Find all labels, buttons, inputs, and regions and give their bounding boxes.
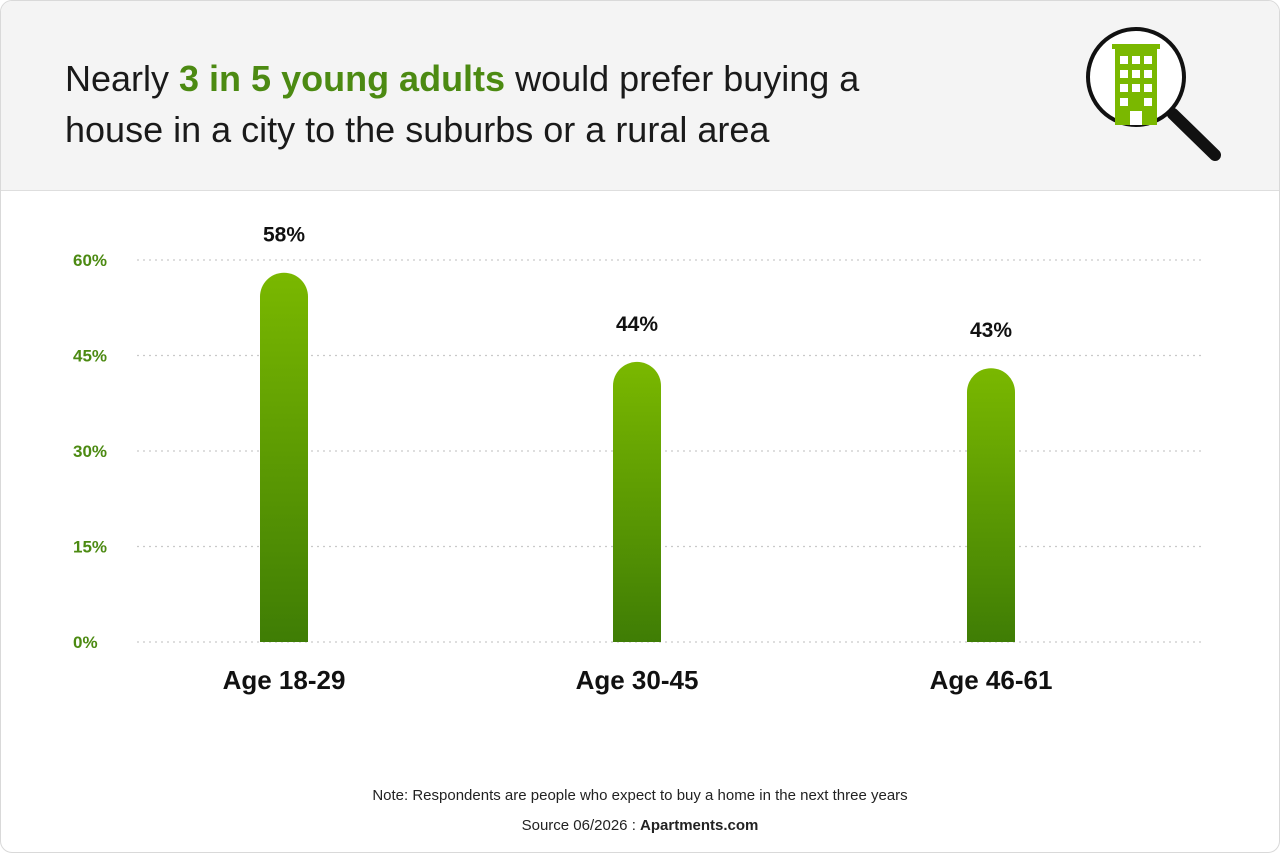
- title-prefix: Nearly: [65, 58, 180, 99]
- x-tick-label: Age 30-45: [576, 665, 699, 695]
- data-label: 58%: [263, 224, 305, 247]
- bar: [260, 272, 308, 642]
- bar: [967, 368, 1015, 642]
- title-suffix: would prefer buying a house in a city to…: [65, 58, 860, 150]
- title-highlight: 3 in 5 young adults: [179, 58, 506, 99]
- y-tick-label: 0%: [73, 633, 98, 652]
- page-title: Nearly 3 in 5 young adults would prefer …: [65, 53, 965, 155]
- data-label: 44%: [616, 313, 658, 336]
- gridlines: [137, 259, 1203, 643]
- data-label: 43%: [970, 319, 1012, 342]
- source-name: Apartments.com: [640, 817, 759, 834]
- source-prefix: Source 06/2026 :: [521, 817, 641, 834]
- footnote: Note: Respondents are people who expect …: [372, 787, 908, 804]
- y-tick-label: 45%: [73, 347, 107, 366]
- x-tick-label: Age 46-61: [930, 665, 1053, 695]
- y-tick-label: 30%: [73, 442, 107, 461]
- y-tick-label: 15%: [73, 538, 107, 557]
- header: Nearly 3 in 5 young adults would prefer …: [1, 1, 1279, 191]
- labels: 0% 15% 30% 45% 60% 58% Age 18-29 44% Age 30-45 43…: [73, 224, 1052, 695]
- source-line: Source 06/2026 : Apartments.com: [1, 817, 1279, 834]
- x-tick-label: Age 18-29: [223, 665, 346, 695]
- bar-chart: 0% 15% 30% 45% 60% 58% Age 18-29 44% Age 30-45 43…: [73, 224, 1203, 695]
- building-magnifier-icon: [1086, 27, 1221, 161]
- bars: [260, 272, 1015, 642]
- bar: [613, 361, 661, 642]
- y-tick-label: 60%: [73, 251, 107, 270]
